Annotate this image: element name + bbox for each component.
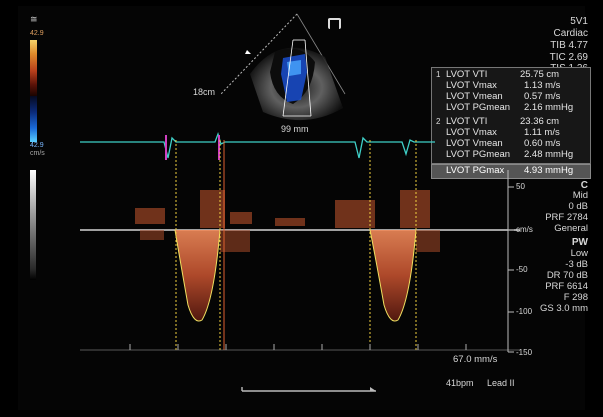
probe-name: 5V1 [570,16,588,27]
doppler-spectrum [80,131,520,353]
grayscale-bar [30,170,36,280]
pw-setting: PRF 6614 [545,281,588,292]
measurement-panel[interactable]: 1 LVOT VTI 25.75 cm LVOT Vmax 1.13 m/s L… [431,67,591,164]
depth-label: 18cm [193,87,216,97]
color-bar-negative [30,96,37,142]
result-label: LVOT PGmax [446,165,505,176]
pw-setting: GS 3.0 mm [539,303,588,314]
flow-envelope [370,230,416,321]
measurement-label: LVOT Vmax [446,127,497,138]
measurement-value: 0.57 m/s [524,91,561,102]
envelope-trace [174,229,221,322]
tis-value: TIS 1.26 [550,63,588,68]
velocity-axis [507,170,514,353]
tib-value: TIB 4.77 [550,40,588,51]
color-scale-unit: cm/s [30,150,45,157]
measurement-label: LVOT VTI [446,116,488,127]
ecg-lead: Lead II [487,378,515,388]
measurement-value: 25.75 cm [520,69,560,80]
color-setting: PRF 2784 [545,212,588,223]
measurement-value: 2.48 mmHg [524,149,574,160]
measurement-label: LVOT PGmean [446,149,511,160]
measurement-label: LVOT VTI [446,69,488,80]
flow-envelope [175,230,220,321]
color-bar-positive [30,40,37,96]
scale-tick: -50 [516,265,528,274]
time-ticks [80,344,520,351]
measurement-index: 1 [436,70,441,79]
sweep-speed: 67.0 mm/s [453,354,498,365]
result-value: 4.93 mmHg [524,165,574,176]
scale-tick: 50 [516,182,525,191]
color-scale-max: 42.9 [30,30,44,37]
pw-setting: F 298 [563,292,588,303]
measurement-index: 2 [436,117,441,126]
color-scale-min: 42.9 [30,142,44,149]
measurement-value: 0.60 m/s [524,138,561,149]
measurement-value: 23.36 cm [520,116,560,127]
result-box[interactable]: LVOT PGmax 4.93 mmHg [431,164,591,179]
heart-rate: 41bpm [446,378,474,388]
spectrum-noise [135,190,430,228]
measurement-label: LVOT PGmean [446,102,511,113]
measurement-value: 1.13 m/s [524,80,561,91]
envelope-trace [369,229,417,322]
color-setting: Mid [572,190,588,201]
menu-lines-icon[interactable]: ≅ [30,14,38,24]
caliper-lines [175,140,417,350]
measurement-label: LVOT Vmax [446,80,497,91]
probe-preset: Cardiac [553,28,588,39]
spectrum-noise [140,230,440,252]
color-settings-title: C [580,180,588,191]
echo-sector-image [220,13,346,121]
pw-setting: Low [570,248,588,259]
scale-tick: -100 [516,307,533,316]
scale-tick: -150 [516,348,533,357]
pw-settings-title: PW [571,237,588,248]
color-setting: General [554,223,588,234]
pw-setting: -3 dB [565,259,588,270]
cine-scrollbar[interactable] [240,386,378,394]
pw-setting: DR 70 dB [546,270,588,281]
width-label: 99 mm [281,124,309,134]
measurement-label: LVOT Vmean [446,138,503,149]
measurement-label: LVOT Vmean [446,91,503,102]
measurement-value: 1.11 m/s [524,127,560,138]
color-setting: 0 dB [568,201,588,212]
ecg-trace [80,131,435,159]
tic-value: TIC 2.69 [549,52,588,63]
scale-unit: cm/s [516,225,533,234]
measurement-value: 2.16 mmHg [524,102,574,113]
orientation-marker-icon [328,18,341,29]
